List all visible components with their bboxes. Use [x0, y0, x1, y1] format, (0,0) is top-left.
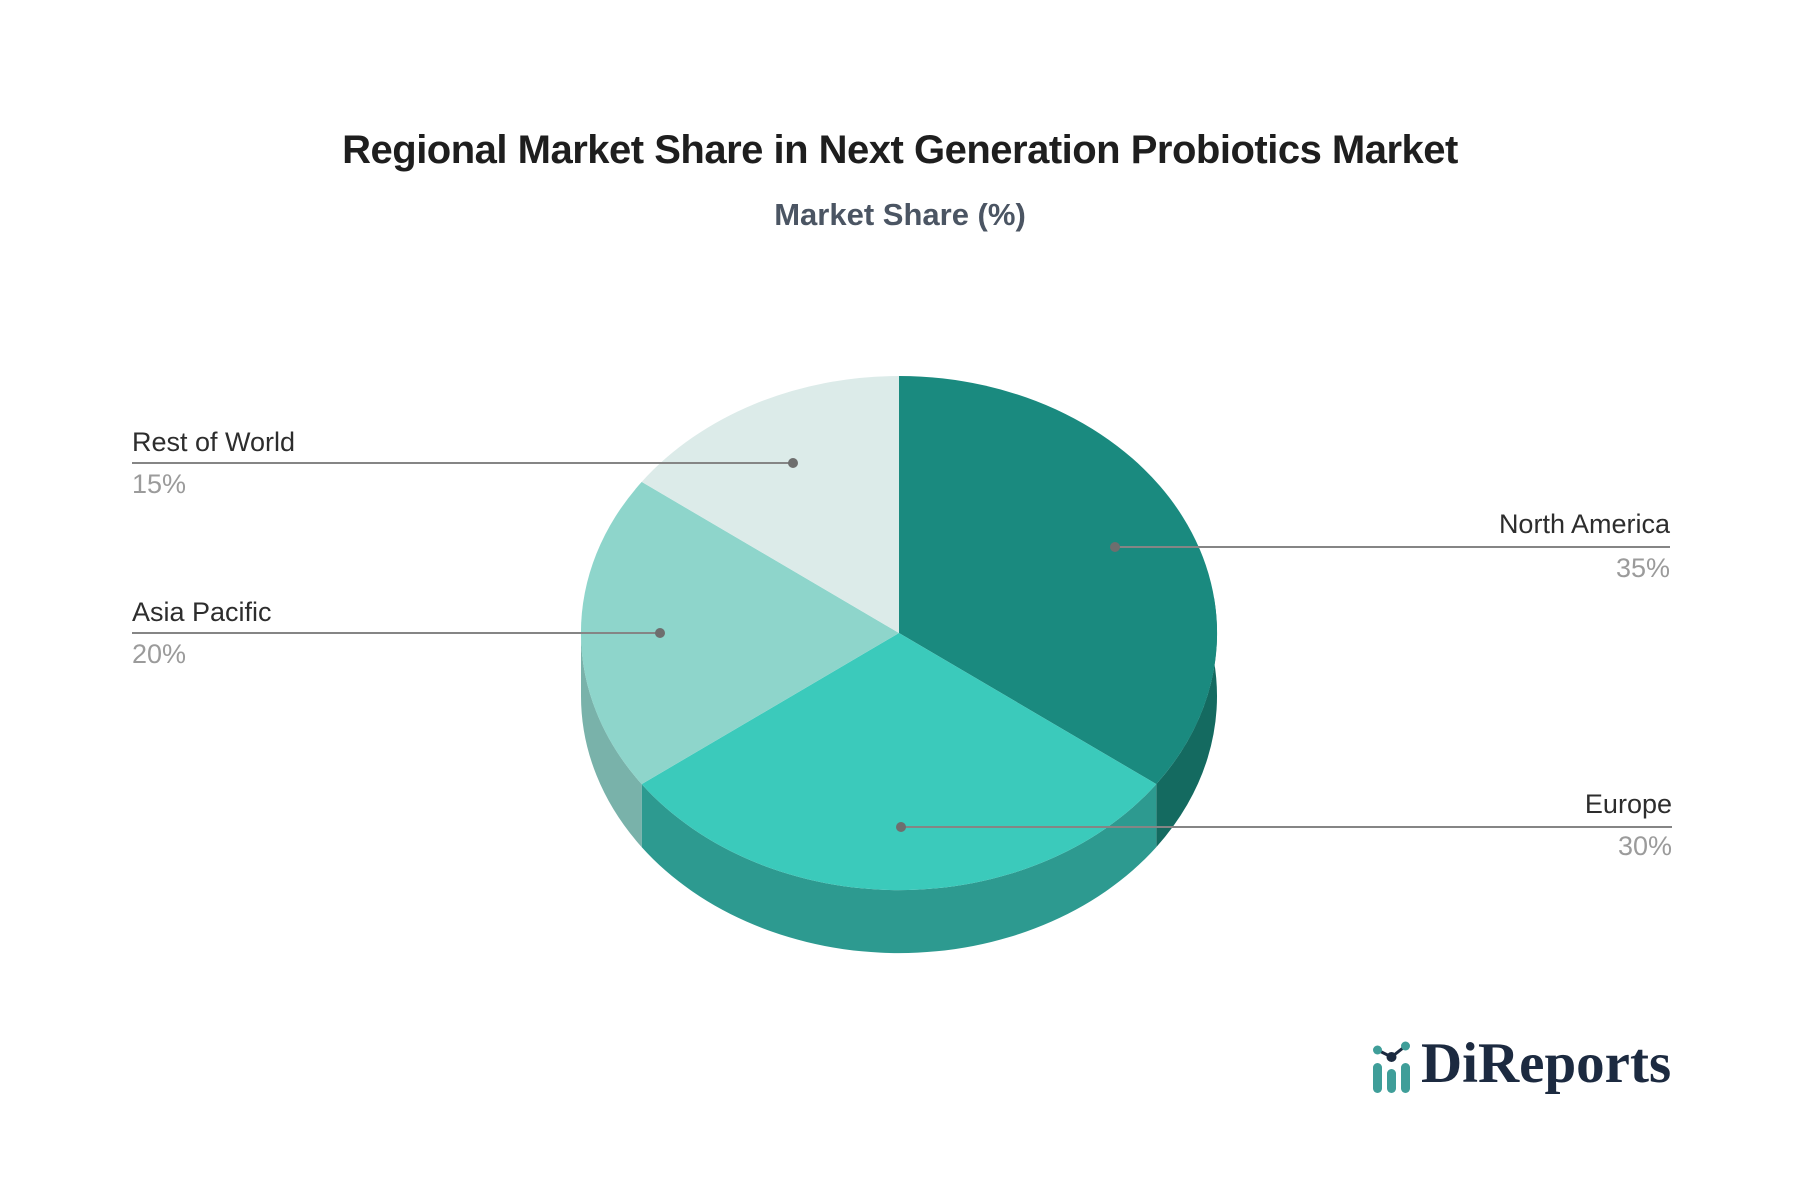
pie-side-north-america [1156, 597, 1218, 848]
callout-dot-north-america [1110, 542, 1120, 552]
callout-value-europe: 30% [1617, 831, 1672, 861]
pie-slice-europe[interactable] [641, 633, 1157, 891]
callout-value-north-america: 35% [1615, 553, 1670, 583]
bar-line-chart-icon [1373, 1041, 1410, 1093]
pie-side-asia-pacific [580, 633, 642, 848]
callout-dot-asia-pacific [655, 628, 665, 638]
callout-value-asia-pacific: 20% [132, 639, 187, 669]
pie-slice-north-america[interactable] [899, 376, 1218, 785]
callout-label-asia-pacific: Asia Pacific [132, 597, 272, 627]
chart-title: Regional Market Share in Next Generation… [342, 128, 1458, 172]
callout-label-north-america: North America [1498, 509, 1670, 539]
pie-slice-asia-pacific[interactable] [580, 481, 899, 785]
chart-subtitle: Market Share (%) [774, 197, 1026, 232]
callout-label-rest-of-world: Rest of World [132, 427, 296, 457]
callout-label-europe: Europe [1584, 789, 1672, 819]
logo-text: DiReports [1421, 1032, 1672, 1095]
callout-value-rest-of-world: 15% [132, 469, 187, 499]
pie-side-europe [641, 784, 1157, 954]
direports-logo: DiReports [1372, 1034, 1671, 1096]
callout-dot-europe [896, 822, 906, 832]
callout-dot-rest-of-world [788, 458, 798, 468]
pie-slice-rest-of-world[interactable] [641, 376, 899, 633]
